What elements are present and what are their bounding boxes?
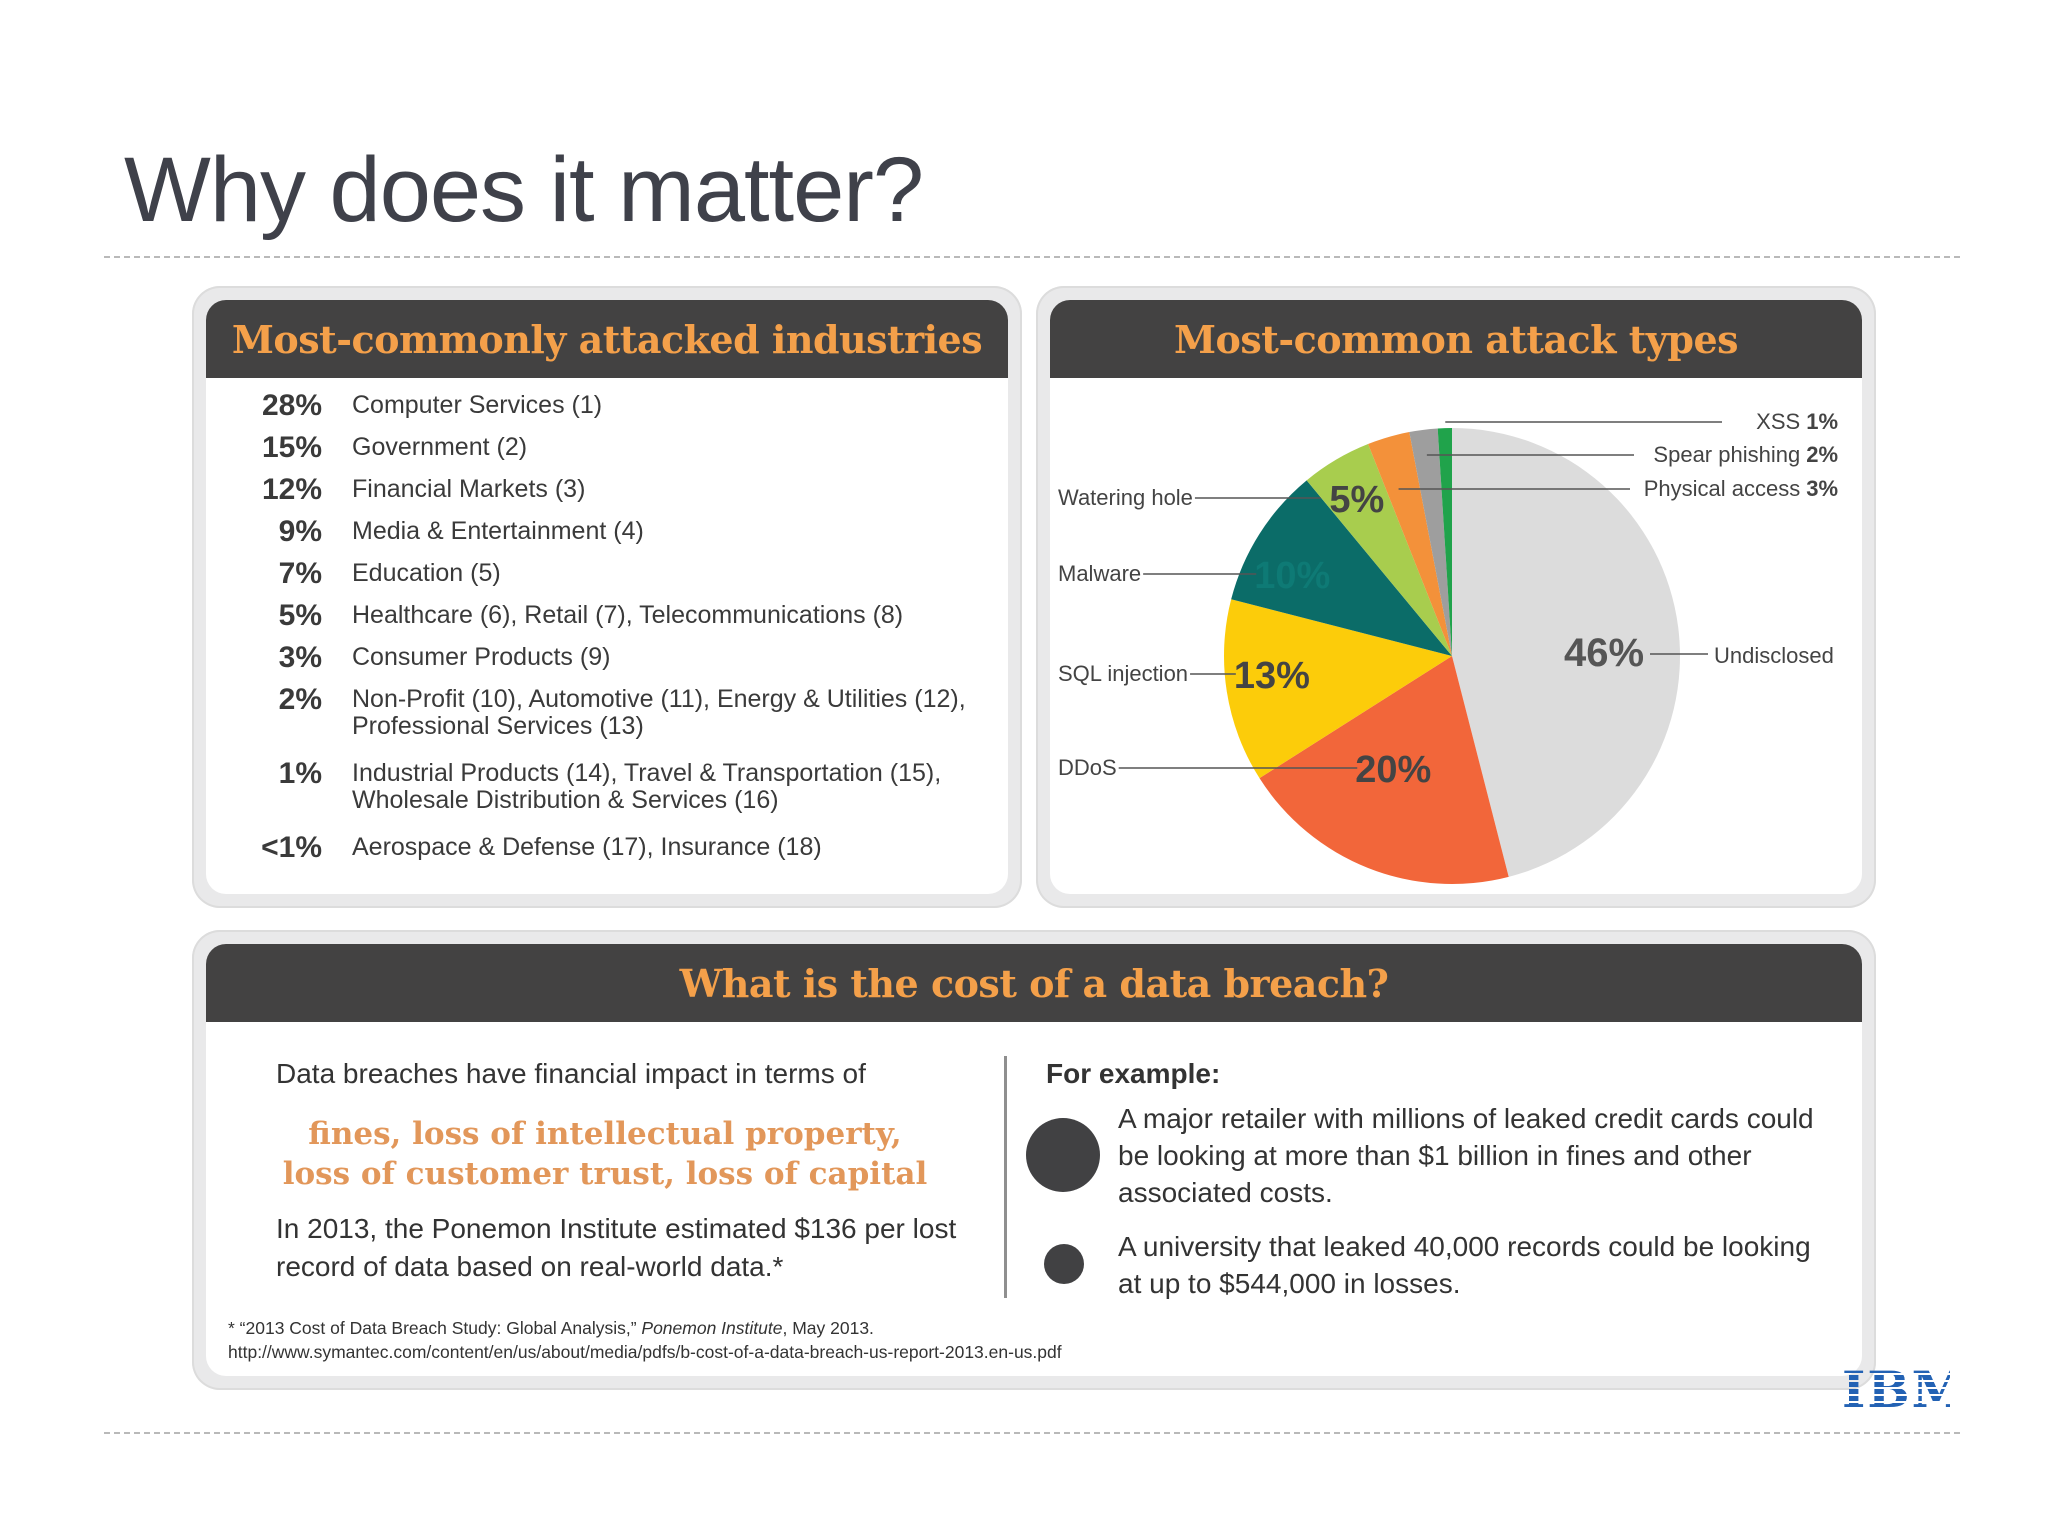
industry-names: Government (2) bbox=[352, 433, 528, 461]
ponemon-estimate: In 2013, the Ponemon Institute estimated… bbox=[276, 1213, 957, 1282]
industry-row: 5% Healthcare (6), Retail (7), Telecommun… bbox=[228, 599, 1008, 632]
industry-percent: 3% bbox=[278, 641, 322, 674]
industries-header: Most-commonly attacked industries bbox=[206, 300, 1008, 378]
slice-percent-label: 46% bbox=[1564, 631, 1644, 675]
industry-percent: 7% bbox=[278, 557, 322, 590]
slide-title: Why does it matter? bbox=[124, 139, 924, 241]
slice-category-label: Malware bbox=[1058, 561, 1141, 586]
impact-column: Data breaches have financial impact in t… bbox=[206, 1022, 1004, 1322]
slice-percent-label: 13% bbox=[1234, 655, 1310, 697]
industry-percent: 1% bbox=[278, 757, 322, 790]
pie-slice bbox=[1231, 480, 1452, 656]
industry-row: 7% Education (5) bbox=[228, 557, 1008, 590]
example-retailer: A major retailer with millions of leaked… bbox=[1026, 1100, 1814, 1208]
impact-highlight: fines, loss of intellectual property, lo… bbox=[206, 1114, 1004, 1194]
industry-names: Healthcare (6), Retail (7), Telecommunic… bbox=[352, 601, 904, 629]
industry-percent: 12% bbox=[261, 473, 322, 506]
slice-percent-label: 3% bbox=[1806, 476, 1838, 501]
industry-row: 12% Financial Markets (3) bbox=[228, 473, 1008, 506]
slice-name: Physical access bbox=[1644, 476, 1801, 501]
bottom-divider bbox=[104, 1432, 1960, 1434]
industry-row: 28% Computer Services (1) bbox=[228, 389, 1008, 422]
industry-row: 1% Industrial Products (14), Travel & Tra… bbox=[228, 757, 1008, 814]
impact-highlight-line1: fines, loss of intellectual property, bbox=[308, 1116, 902, 1152]
slice-percent-label: 20% bbox=[1355, 749, 1431, 791]
slice-category-label: SQL injection bbox=[1058, 661, 1188, 686]
impact-intro: Data breaches have financial impact in t… bbox=[276, 1058, 866, 1089]
slice-category-label: Watering hole bbox=[1058, 485, 1193, 510]
slice-category-label: DDoS bbox=[1058, 755, 1117, 780]
industry-row: 9% Media & Entertainment (4) bbox=[228, 515, 1008, 548]
pie-slice bbox=[1437, 428, 1452, 656]
industry-names: Education (5) bbox=[352, 559, 501, 587]
attack-types-panel: Most-common attack types 46% Undisclosed 2… bbox=[1036, 286, 1876, 908]
slice-category-label: Spear phishing 2% bbox=[1653, 442, 1838, 467]
examples-header: For example: bbox=[1046, 1058, 1221, 1089]
slice-percent-label: 2% bbox=[1806, 442, 1838, 467]
industry-percent: <1% bbox=[261, 831, 322, 864]
slice-category-label: Physical access 3% bbox=[1644, 476, 1838, 501]
industry-names: Consumer Products (9) bbox=[352, 643, 611, 671]
industry-names: Media & Entertainment (4) bbox=[352, 517, 644, 545]
pie-slice bbox=[1409, 428, 1452, 656]
pie-slice bbox=[1224, 599, 1452, 779]
industries-panel: Most-commonly attacked industries 28% Com… bbox=[192, 286, 1022, 908]
small-circle-icon bbox=[1044, 1244, 1084, 1284]
ibm-logo: IBM bbox=[1842, 1360, 1969, 1419]
top-divider bbox=[104, 256, 1960, 258]
attack-types-pie-chart: 46% Undisclosed 20% DDoS 13% SQL injection 10%… bbox=[1058, 409, 1838, 884]
footnote-url: http://www.symantec.com/content/en/us/ab… bbox=[228, 1342, 1062, 1362]
industry-percent: 2% bbox=[278, 683, 322, 716]
pie-slice bbox=[1259, 656, 1509, 884]
industry-percent: 15% bbox=[261, 431, 322, 464]
industry-names: Aerospace & Defense (17), Insurance (18) bbox=[352, 833, 822, 861]
footnote-date: , May 2013. bbox=[782, 1318, 874, 1338]
example-university-text: A university that leaked 40,000 records … bbox=[1118, 1231, 1811, 1299]
footnote-prefix: * “2013 Cost of Data Breach Study: Globa… bbox=[228, 1318, 642, 1338]
slice-category-label: XSS 1% bbox=[1756, 409, 1838, 434]
industry-names: Industrial Products (14), Travel & Trans… bbox=[352, 759, 942, 814]
examples-column: For example: A major retailer with milli… bbox=[1026, 1022, 1862, 1322]
large-circle-icon bbox=[1026, 1118, 1100, 1192]
breach-cost-header: What is the cost of a data breach? bbox=[206, 944, 1862, 1022]
footnote-source: Ponemon Institute bbox=[641, 1318, 783, 1338]
slice-percent-label: 10% bbox=[1254, 555, 1330, 597]
pie-slice bbox=[1452, 428, 1681, 877]
footnote: * “2013 Cost of Data Breach Study: Globa… bbox=[228, 1316, 1062, 1364]
slice-percent-label: 5% bbox=[1329, 479, 1384, 521]
industry-percent: 28% bbox=[261, 389, 322, 422]
industry-row: 15% Government (2) bbox=[228, 431, 1008, 464]
industry-names: Non-Profit (10), Automotive (11), Energy… bbox=[352, 685, 966, 740]
slice-category-label: Undisclosed bbox=[1714, 643, 1834, 668]
slice-name: XSS bbox=[1756, 409, 1800, 434]
pie-slice bbox=[1306, 444, 1452, 656]
industry-percent: 5% bbox=[278, 599, 322, 632]
example-university: A university that leaked 40,000 records … bbox=[1026, 1228, 1811, 1299]
slice-name: Spear phishing bbox=[1653, 442, 1800, 467]
industry-row: 3% Consumer Products (9) bbox=[228, 641, 1008, 674]
example-retailer-text: A major retailer with millions of leaked… bbox=[1118, 1103, 1814, 1208]
industry-names: Financial Markets (3) bbox=[352, 475, 586, 503]
attack-types-header: Most-common attack types bbox=[1050, 300, 1862, 378]
column-divider bbox=[1004, 1056, 1007, 1298]
industry-percent: 9% bbox=[278, 515, 322, 548]
pie-slice bbox=[1368, 432, 1452, 656]
breach-cost-panel: What is the cost of a data breach? Data … bbox=[192, 930, 1876, 1390]
impact-highlight-line2: loss of customer trust, loss of capital bbox=[282, 1156, 928, 1192]
industry-row: 2% Non-Profit (10), Automotive (11), Ener… bbox=[228, 683, 1008, 740]
industry-names: Computer Services (1) bbox=[352, 391, 603, 419]
slice-percent-label: 1% bbox=[1806, 409, 1838, 434]
industry-row: <1% Aerospace & Defense (17), Insurance (… bbox=[228, 831, 1008, 864]
